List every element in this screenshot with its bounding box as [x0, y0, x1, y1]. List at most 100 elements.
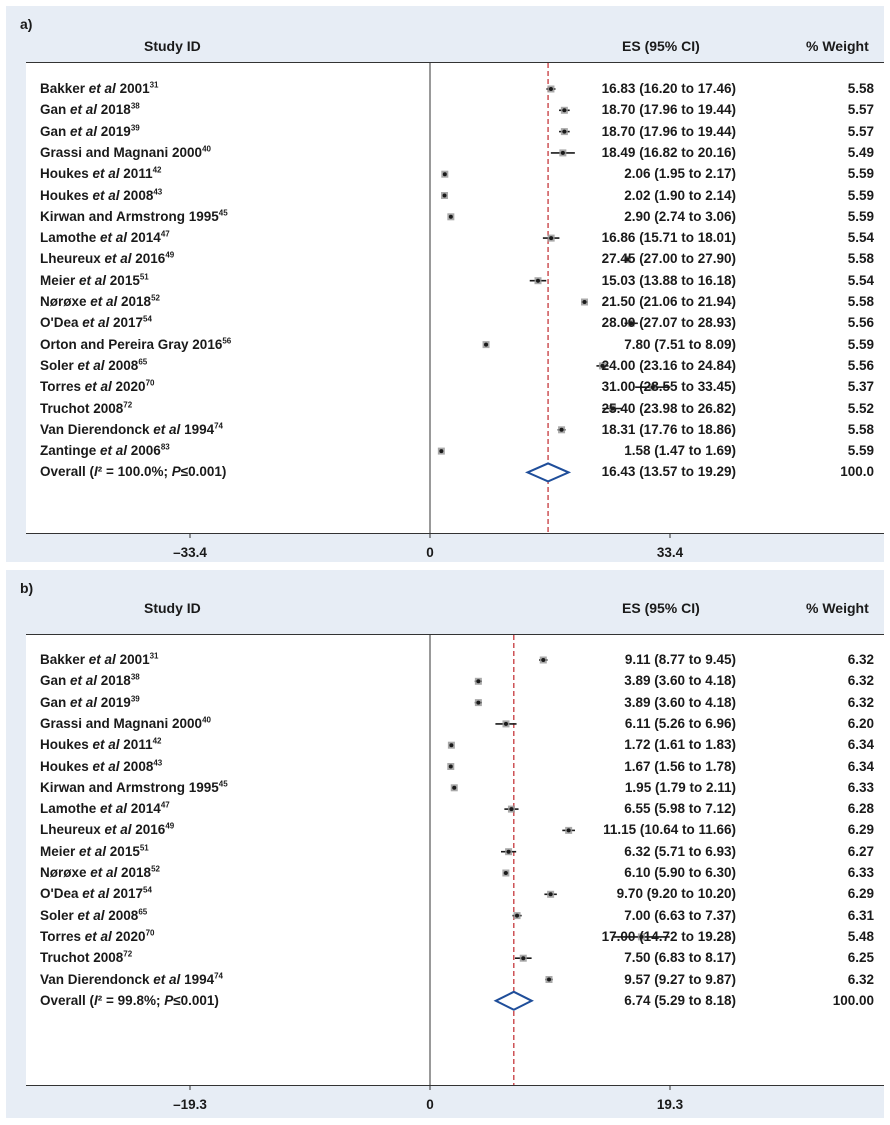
effect-size-text: 7.80 (7.51 to 8.09)	[624, 336, 736, 352]
x-tick-label: 0	[426, 545, 434, 560]
study-label: Torres et al 202070	[40, 928, 155, 944]
overall-weight-text: 100.0	[840, 464, 874, 480]
weight-text: 6.27	[847, 843, 874, 859]
effect-size-text: 6.10 (5.90 to 6.30)	[624, 865, 736, 880]
overall-row: Overall (I² = 99.8%; P≤0.001) 6.74 (5.29 …	[26, 991, 884, 1011]
effect-point	[566, 828, 571, 833]
study-label: Lheureux et al 201649	[40, 821, 175, 838]
effect-point	[548, 87, 553, 91]
weight-text: 5.58	[847, 251, 874, 267]
weight-text: 6.29	[847, 886, 874, 902]
effect-point	[452, 785, 457, 790]
effect-point	[562, 108, 567, 113]
weight-text: 6.32	[847, 673, 874, 689]
study-label: Van Dierendonck et al 199474	[40, 971, 224, 987]
study-label: Zantinge et al 200683	[40, 442, 170, 459]
study-label: Soler et al 200865	[40, 907, 148, 923]
study-label: Gan et al 201939	[40, 123, 140, 139]
weight-text: 6.33	[847, 779, 874, 795]
x-tick-label: 0	[426, 1097, 434, 1112]
effect-point	[448, 764, 453, 769]
study-label: Houkes et al 201142	[40, 736, 162, 753]
weight-text: 5.37	[847, 379, 874, 395]
overall-weight-text: 100.00	[832, 992, 874, 1008]
panel-label: a)	[20, 16, 33, 32]
effect-size-text: 9.70 (9.20 to 10.20)	[616, 886, 736, 902]
effect-point	[503, 721, 508, 726]
weight-text: 6.20	[847, 715, 874, 731]
table-row: Meier et al 201551 15.03 (13.88 to 16.18)…	[26, 271, 884, 291]
effect-point	[515, 913, 520, 918]
study-label: Houkes et al 200843	[40, 758, 163, 774]
table-row: Grassi and Magnani 200040 18.49 (16.82 to…	[26, 143, 884, 163]
overall-label: Overall (I² = 100.0%; P≤0.001)	[40, 464, 227, 480]
table-row: Houkes et al 200843 2.02 (1.90 to 2.14) 5.…	[26, 186, 884, 206]
effect-point	[629, 321, 634, 326]
study-label: Bakker et al 200131	[40, 651, 159, 667]
effect-size-text: 17.00 (14.72 to 19.28)	[601, 928, 736, 944]
table-row: Torres et al 202070 17.00 (14.72 to 19.28…	[26, 927, 884, 947]
weight-text: 5.48	[847, 928, 874, 944]
study-label: Lheureux et al 201649	[40, 250, 175, 267]
effect-point	[506, 849, 511, 854]
weight-text: 5.54	[847, 230, 874, 246]
table-row: Soler et al 200865 7.00 (6.63 to 7.37) 6.3…	[26, 906, 884, 926]
study-label: Orton and Pereira Gray 201656	[40, 336, 232, 352]
effect-size-text: 3.89 (3.60 to 4.18)	[624, 694, 736, 710]
effect-point	[610, 406, 615, 411]
effect-point	[442, 172, 447, 177]
table-row: Torres et al 202070 31.00 (28.55 to 33.45…	[26, 377, 884, 397]
table-row: Van Dierendonck et al 199474 9.57 (9.27 t…	[26, 970, 884, 990]
table-row: Grassi and Magnani 200040 6.11 (5.26 to 6…	[26, 714, 884, 734]
study-label: Torres et al 202070	[40, 378, 155, 395]
table-row: Houkes et al 201142 2.06 (1.95 to 2.17) 5.…	[26, 164, 884, 184]
weight-text: 5.49	[847, 144, 874, 160]
column-header-weight: % Weight	[806, 38, 869, 54]
effect-size-text: 1.95 (1.79 to 2.11)	[624, 779, 736, 795]
effect-point	[600, 363, 605, 368]
weight-text: 6.33	[847, 865, 874, 880]
effect-point	[503, 871, 508, 875]
effect-size-text: 9.57 (9.27 to 9.87)	[624, 971, 736, 987]
effect-size-text: 6.55 (5.98 to 7.12)	[624, 801, 736, 817]
overall-row: Overall (I² = 100.0%; P≤0.001) 16.43 (13.…	[26, 462, 884, 482]
overall-label: Overall (I² = 99.8%; P≤0.001)	[40, 992, 219, 1008]
table-row: O'Dea et al 201754 28.00 (27.07 to 28.93)…	[26, 313, 884, 333]
study-label: Gan et al 201838	[40, 672, 140, 689]
weight-text: 5.56	[847, 315, 874, 331]
table-row: Gan et al 201838 18.70 (17.96 to 19.44) 5.…	[26, 100, 884, 120]
column-header-study: Study ID	[144, 38, 201, 54]
study-label: O'Dea et al 201754	[40, 314, 152, 331]
overall-diamond	[525, 462, 572, 483]
effect-size-text: 7.00 (6.63 to 7.37)	[624, 907, 736, 923]
effect-size-text: 21.50 (21.06 to 21.94)	[601, 294, 736, 309]
study-label: Grassi and Magnani 200040	[40, 715, 211, 731]
forest-plot-svg	[189, 63, 671, 538]
effect-point	[439, 449, 444, 454]
effect-size-text: 16.86 (15.71 to 18.01)	[601, 230, 736, 246]
table-row: Lamothe et al 201447 16.86 (15.71 to 18.0…	[26, 228, 884, 248]
column-header-es: ES (95% CI)	[622, 600, 700, 616]
weight-text: 6.32	[847, 652, 874, 667]
table-row: Orton and Pereira Gray 201656 7.80 (7.51 …	[26, 335, 884, 355]
weight-text: 5.59	[847, 443, 874, 459]
effect-point	[476, 679, 481, 684]
effect-size-text: 6.11 (5.26 to 6.96)	[624, 715, 736, 731]
weight-text: 6.34	[847, 737, 874, 753]
study-label: Van Dierendonck et al 199474	[40, 421, 224, 437]
study-label: Lamothe et al 201447	[40, 800, 170, 817]
effect-point	[560, 150, 565, 155]
table-row: Bakker et al 200131 9.11 (8.77 to 9.45) 6.…	[26, 650, 884, 670]
study-label: Truchot 200872	[40, 400, 133, 416]
effect-size-text: 1.72 (1.61 to 1.83)	[624, 737, 736, 753]
effect-size-text: 3.89 (3.60 to 4.18)	[624, 673, 736, 689]
weight-text: 6.29	[847, 822, 874, 838]
weight-text: 5.57	[847, 123, 874, 139]
table-row: Nørøxe et al 201852 6.10 (5.90 to 6.30) 6.…	[26, 863, 884, 883]
effect-size-text: 18.31 (17.76 to 18.86)	[601, 421, 736, 437]
weight-text: 6.34	[847, 758, 874, 774]
x-tick-label: 19.3	[656, 1097, 684, 1112]
study-label: Gan et al 201939	[40, 694, 140, 710]
weight-text: 6.32	[847, 694, 874, 710]
weight-text: 5.58	[847, 421, 874, 437]
